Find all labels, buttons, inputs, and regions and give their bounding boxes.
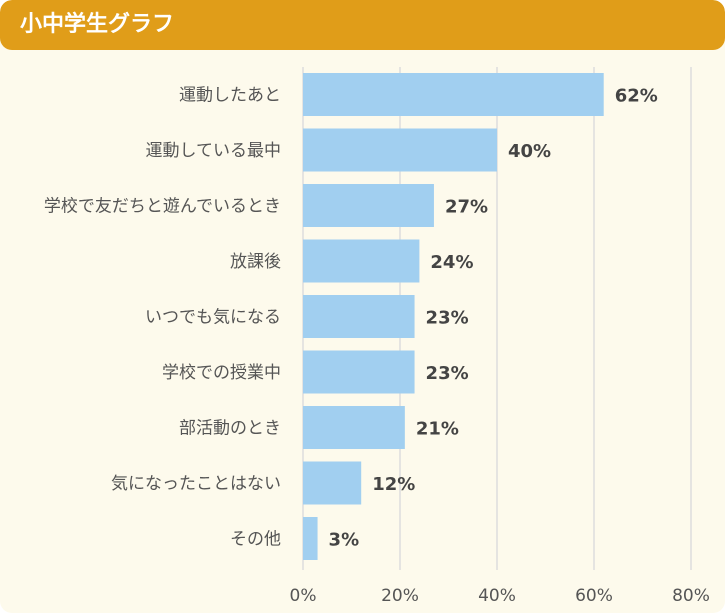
- bar: [303, 73, 604, 116]
- x-tick-label: 20%: [381, 586, 419, 606]
- category-label: 部活動のとき: [179, 419, 281, 439]
- x-tick-label: 40%: [478, 586, 516, 606]
- value-label: 40%: [508, 141, 551, 162]
- bar: [303, 239, 420, 283]
- x-tick-label: 60%: [575, 586, 613, 606]
- category-label: 学校での授業中: [162, 363, 281, 383]
- category-label: 学校で友だちと遊んでいるとき: [44, 197, 281, 217]
- value-label: 62%: [615, 86, 658, 107]
- bar: [303, 461, 362, 505]
- category-label: 気になったことはない: [111, 474, 281, 494]
- category-label: いつでも気になる: [145, 308, 281, 328]
- x-tick-label: 80%: [672, 586, 710, 606]
- category-label: 運動している最中: [146, 141, 282, 161]
- bar: [303, 517, 318, 560]
- header-bar: 小中学生グラフ: [0, 0, 725, 50]
- bar: [303, 350, 415, 394]
- value-label: 23%: [426, 363, 469, 384]
- bar: [303, 295, 415, 338]
- bar: [303, 406, 405, 449]
- value-label: 24%: [430, 252, 473, 273]
- value-label: 23%: [426, 308, 469, 329]
- value-label: 21%: [416, 419, 459, 440]
- chart-title: 小中学生グラフ: [20, 12, 175, 37]
- x-tick-label: 0%: [290, 586, 317, 606]
- bar: [303, 184, 434, 227]
- category-label: 運動したあと: [179, 86, 281, 106]
- bar: [303, 128, 497, 172]
- value-label: 12%: [372, 474, 415, 495]
- value-label: 27%: [445, 197, 488, 218]
- category-label: 放課後: [230, 252, 281, 272]
- category-label: その他: [230, 530, 281, 550]
- value-label: 3%: [329, 530, 360, 551]
